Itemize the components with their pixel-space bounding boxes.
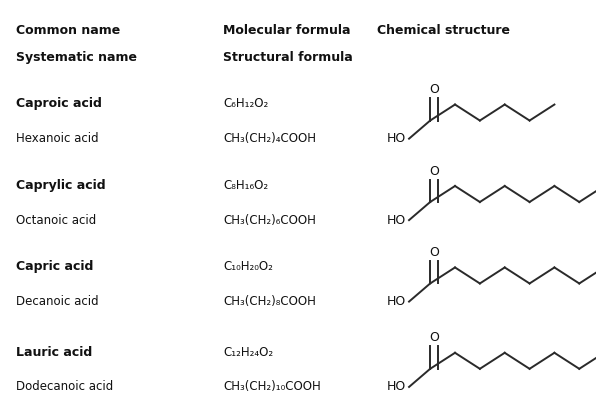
Text: C₁₀H₂₀O₂: C₁₀H₂₀O₂ (223, 260, 273, 273)
Text: Capric acid: Capric acid (16, 260, 94, 273)
Text: Molecular formula: Molecular formula (223, 24, 350, 36)
Text: Octanoic acid: Octanoic acid (16, 214, 96, 227)
Text: Hexanoic acid: Hexanoic acid (16, 132, 98, 145)
Text: Caproic acid: Caproic acid (16, 97, 102, 110)
Text: CH₃(CH₂)₄COOH: CH₃(CH₂)₄COOH (223, 132, 316, 145)
Text: Systematic name: Systematic name (16, 51, 137, 64)
Text: Lauric acid: Lauric acid (16, 346, 92, 358)
Text: Dodecanoic acid: Dodecanoic acid (16, 380, 113, 394)
Text: O: O (429, 246, 439, 259)
Text: HO: HO (387, 132, 406, 145)
Text: C₈H₁₆O₂: C₈H₁₆O₂ (223, 179, 268, 192)
Text: C₁₂H₂₄O₂: C₁₂H₂₄O₂ (223, 346, 273, 358)
Text: Decanoic acid: Decanoic acid (16, 295, 98, 308)
Text: C₆H₁₂O₂: C₆H₁₂O₂ (223, 97, 268, 110)
Text: Chemical structure: Chemical structure (377, 24, 510, 36)
Text: HO: HO (387, 295, 406, 308)
Text: Common name: Common name (16, 24, 120, 36)
Text: CH₃(CH₂)₁₀COOH: CH₃(CH₂)₁₀COOH (223, 380, 321, 394)
Text: Caprylic acid: Caprylic acid (16, 179, 106, 192)
Text: O: O (429, 83, 439, 96)
Text: CH₃(CH₂)₆COOH: CH₃(CH₂)₆COOH (223, 214, 316, 227)
Text: HO: HO (387, 214, 406, 227)
Text: HO: HO (387, 380, 406, 394)
Text: O: O (429, 332, 439, 344)
Text: O: O (429, 165, 439, 178)
Text: CH₃(CH₂)₈COOH: CH₃(CH₂)₈COOH (223, 295, 316, 308)
Text: Structural formula: Structural formula (223, 51, 353, 64)
